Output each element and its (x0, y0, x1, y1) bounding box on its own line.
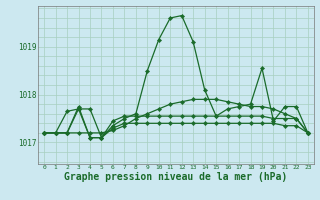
X-axis label: Graphe pression niveau de la mer (hPa): Graphe pression niveau de la mer (hPa) (64, 172, 288, 182)
